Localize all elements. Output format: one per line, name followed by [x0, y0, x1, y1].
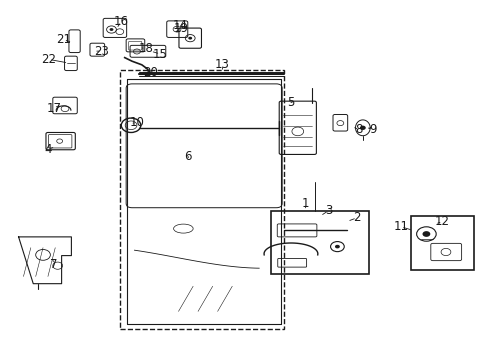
- Text: 16: 16: [114, 15, 128, 28]
- Text: 5: 5: [286, 96, 294, 109]
- Text: 23: 23: [94, 45, 109, 58]
- Text: 20: 20: [143, 66, 158, 78]
- Text: 22: 22: [41, 53, 56, 66]
- Circle shape: [109, 28, 113, 31]
- Text: 2: 2: [352, 211, 360, 224]
- Text: 15: 15: [153, 48, 167, 60]
- Text: 18: 18: [138, 42, 153, 55]
- Circle shape: [334, 245, 339, 248]
- Text: 1: 1: [301, 197, 309, 210]
- Text: 8: 8: [355, 123, 363, 136]
- Circle shape: [422, 231, 429, 237]
- Bar: [120, 70, 283, 329]
- Text: 11: 11: [393, 220, 407, 233]
- Text: 14: 14: [172, 19, 187, 32]
- Bar: [271, 211, 368, 274]
- Text: 10: 10: [129, 116, 144, 129]
- Circle shape: [188, 37, 192, 40]
- Text: 9: 9: [368, 123, 376, 136]
- Text: 3: 3: [324, 204, 332, 217]
- Text: 13: 13: [215, 58, 229, 71]
- Text: 17: 17: [46, 102, 61, 114]
- Text: 7: 7: [50, 258, 58, 271]
- Circle shape: [359, 126, 365, 130]
- Text: 12: 12: [434, 215, 449, 228]
- Text: 21: 21: [56, 33, 71, 46]
- Bar: [410, 216, 473, 270]
- Text: 6: 6: [184, 150, 192, 163]
- Text: 4: 4: [44, 143, 52, 156]
- Text: 19: 19: [173, 22, 188, 35]
